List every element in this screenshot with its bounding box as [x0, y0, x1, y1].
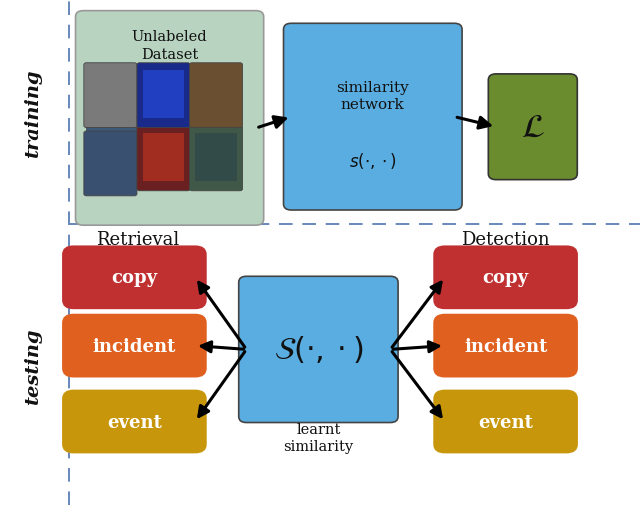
- FancyBboxPatch shape: [86, 127, 137, 188]
- Text: copy: copy: [111, 269, 157, 287]
- FancyBboxPatch shape: [284, 24, 462, 211]
- Text: $\mathcal{L}$: $\mathcal{L}$: [521, 112, 545, 143]
- FancyBboxPatch shape: [239, 277, 398, 423]
- FancyBboxPatch shape: [433, 314, 578, 378]
- Text: Detection: Detection: [461, 231, 550, 249]
- Text: event: event: [478, 413, 533, 431]
- Text: incident: incident: [93, 337, 176, 355]
- FancyBboxPatch shape: [84, 132, 137, 196]
- Text: copy: copy: [483, 269, 529, 287]
- Text: event: event: [107, 413, 162, 431]
- Text: incident: incident: [464, 337, 547, 355]
- Text: testing: testing: [24, 328, 42, 405]
- FancyBboxPatch shape: [143, 134, 184, 182]
- Text: similarity
network: similarity network: [337, 81, 409, 112]
- FancyBboxPatch shape: [143, 71, 184, 119]
- FancyBboxPatch shape: [433, 246, 578, 310]
- Text: Retrieval: Retrieval: [96, 231, 179, 249]
- FancyBboxPatch shape: [189, 64, 243, 128]
- FancyBboxPatch shape: [433, 390, 578, 453]
- FancyBboxPatch shape: [488, 75, 577, 180]
- FancyBboxPatch shape: [84, 64, 137, 128]
- FancyBboxPatch shape: [137, 127, 190, 191]
- Text: $s(\cdot,\cdot)$: $s(\cdot,\cdot)$: [349, 151, 397, 171]
- FancyBboxPatch shape: [62, 390, 207, 453]
- FancyBboxPatch shape: [62, 314, 207, 378]
- FancyBboxPatch shape: [195, 134, 237, 182]
- FancyBboxPatch shape: [137, 64, 190, 128]
- Text: learnt
similarity: learnt similarity: [284, 422, 353, 453]
- Text: $\mathcal{S}(\cdot,\cdot)$: $\mathcal{S}(\cdot,\cdot)$: [274, 334, 363, 365]
- Text: training: training: [24, 70, 42, 158]
- Text: Unlabeled
Dataset: Unlabeled Dataset: [132, 30, 207, 62]
- FancyBboxPatch shape: [76, 12, 264, 226]
- FancyBboxPatch shape: [189, 127, 243, 191]
- FancyBboxPatch shape: [62, 246, 207, 310]
